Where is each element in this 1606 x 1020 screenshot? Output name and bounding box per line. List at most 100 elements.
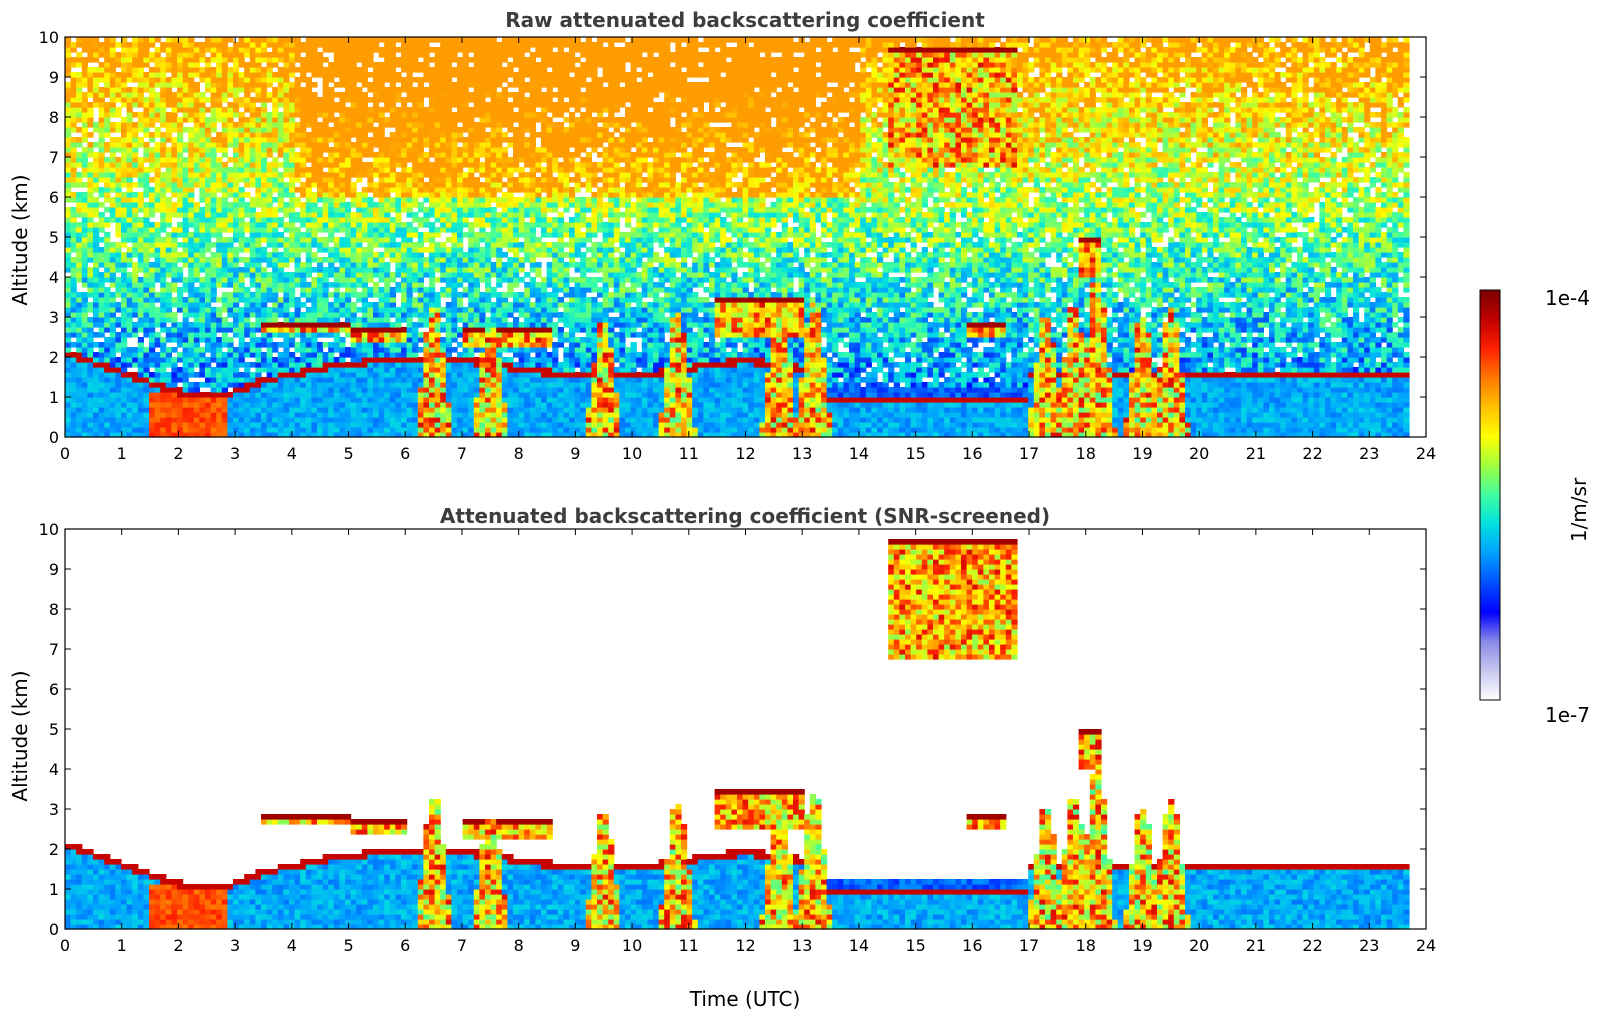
heatmap-cell: [205, 227, 212, 233]
heatmap-cell: [81, 242, 88, 248]
heatmap-cell: [171, 247, 178, 253]
heatmap-cell: [154, 117, 161, 123]
heatmap-cell: [104, 367, 111, 373]
heatmap-cell: [126, 307, 133, 313]
heatmap-cell: [137, 87, 144, 93]
heatmap-cell: [389, 87, 396, 93]
heatmap-cell: [429, 407, 436, 413]
heatmap-cell: [98, 362, 105, 368]
heatmap-cell: [126, 102, 133, 108]
heatmap-cell: [317, 432, 324, 438]
heatmap-cell: [233, 107, 240, 113]
heatmap-cell: [109, 282, 116, 288]
heatmap-cell: [249, 242, 256, 248]
heatmap-cell: [188, 252, 195, 258]
heatmap-cell: [384, 302, 391, 308]
heatmap-cell: [65, 42, 72, 48]
heatmap-cell: [149, 302, 156, 308]
heatmap-cell: [317, 362, 324, 368]
heatmap-cell: [205, 332, 212, 338]
heatmap-cell: [389, 327, 396, 333]
heatmap-cell: [132, 202, 139, 208]
heatmap-cell: [182, 102, 189, 108]
heatmap-cell: [429, 72, 436, 78]
heatmap-cell: [328, 422, 335, 428]
heatmap-cell: [227, 277, 234, 283]
heatmap-cell: [165, 402, 172, 408]
heatmap-cell: [233, 222, 240, 228]
heatmap-cell: [289, 187, 296, 193]
heatmap-cell: [429, 417, 436, 423]
heatmap-cell: [412, 342, 419, 348]
heatmap-cell: [417, 177, 424, 183]
heatmap-cell: [322, 372, 329, 378]
heatmap-cell: [333, 277, 340, 283]
heatmap-cell: [160, 372, 167, 378]
heatmap-cell: [249, 297, 256, 303]
heatmap-cell: [165, 417, 172, 423]
heatmap-cell: [188, 217, 195, 223]
heatmap-cell: [165, 147, 172, 153]
heatmap-cell: [98, 322, 105, 328]
heatmap-cell: [244, 362, 251, 368]
heatmap-cell: [177, 137, 184, 143]
heatmap-cell: [193, 382, 200, 388]
heatmap-cell: [199, 217, 206, 223]
heatmap-cell: [193, 257, 200, 263]
heatmap-cell: [126, 407, 133, 413]
heatmap-cell: [294, 327, 301, 333]
heatmap-cell: [333, 177, 340, 183]
heatmap-cell: [401, 82, 408, 88]
heatmap-cell: [445, 377, 452, 383]
heatmap-cell: [154, 147, 161, 153]
heatmap-cell: [445, 332, 452, 338]
heatmap-cell: [289, 382, 296, 388]
heatmap-cell: [171, 207, 178, 213]
heatmap-cell: [333, 67, 340, 73]
heatmap-cell: [356, 247, 363, 253]
heatmap-cell: [266, 372, 273, 378]
heatmap-cell: [249, 167, 256, 173]
heatmap-cell: [233, 252, 240, 258]
heatmap-cell: [289, 222, 296, 228]
heatmap-cell: [429, 97, 436, 103]
heatmap-cell: [361, 107, 368, 113]
heatmap-cell: [160, 392, 167, 398]
heatmap-cell: [434, 122, 441, 128]
heatmap-cell: [272, 252, 279, 258]
heatmap-cell: [389, 92, 396, 98]
heatmap-cell: [104, 277, 111, 283]
heatmap-cell: [289, 397, 296, 403]
heatmap-cell: [378, 407, 385, 413]
heatmap-cell: [417, 377, 424, 383]
heatmap-cell: [143, 192, 150, 198]
heatmap-cell: [406, 62, 413, 68]
heatmap-cell: [294, 137, 301, 143]
heatmap-cell: [199, 162, 206, 168]
heatmap-cell: [384, 97, 391, 103]
heatmap-cell: [289, 82, 296, 88]
heatmap-cell: [81, 377, 88, 383]
heatmap-cell: [149, 202, 156, 208]
heatmap-cell: [317, 137, 324, 143]
heatmap-cell: [205, 297, 212, 303]
heatmap-cell: [440, 197, 447, 203]
heatmap-cell: [378, 172, 385, 178]
heatmap-cell: [65, 227, 72, 233]
heatmap-cell: [115, 267, 122, 273]
heatmap-cell: [171, 282, 178, 288]
heatmap-cell: [423, 307, 430, 313]
heatmap-cell: [277, 132, 284, 138]
heatmap-cell: [177, 147, 184, 153]
heatmap-cell: [339, 272, 346, 278]
heatmap-cell: [289, 292, 296, 298]
heatmap-cell: [294, 217, 301, 223]
heatmap-cell: [199, 372, 206, 378]
heatmap-cell: [244, 67, 251, 73]
heatmap-cell: [261, 237, 268, 243]
heatmap-cell: [121, 322, 128, 328]
heatmap-cell: [137, 162, 144, 168]
heatmap-cell: [389, 37, 396, 43]
heatmap-cell: [143, 332, 150, 338]
heatmap-cell: [311, 297, 318, 303]
